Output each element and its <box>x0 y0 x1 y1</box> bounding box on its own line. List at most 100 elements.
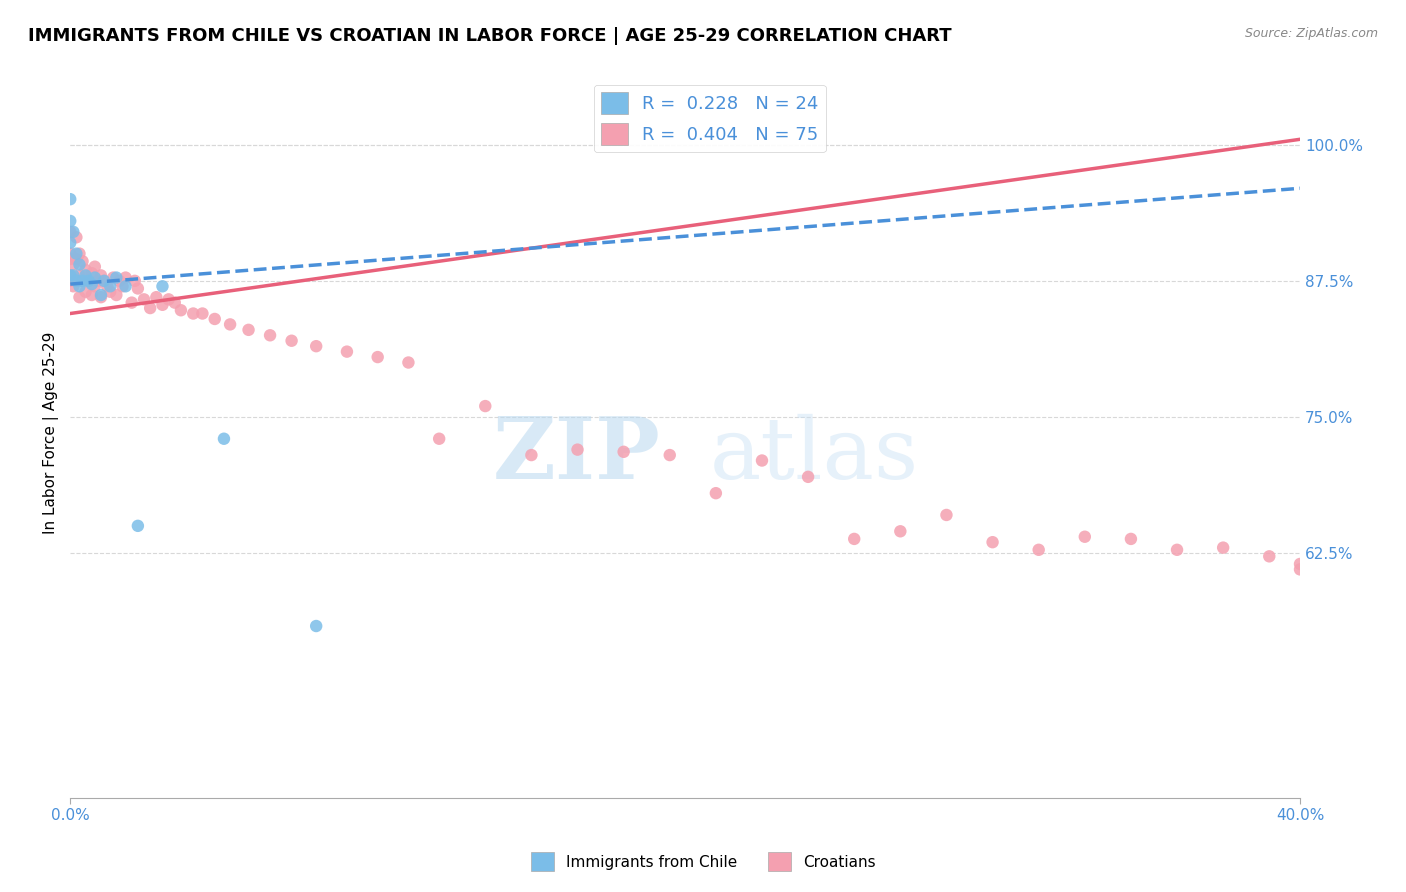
Point <box>114 279 136 293</box>
Point <box>59 274 82 288</box>
Point <box>704 486 727 500</box>
Y-axis label: In Labor Force | Age 25-29: In Labor Force | Age 25-29 <box>44 332 59 534</box>
Point <box>367 350 389 364</box>
Point <box>751 453 773 467</box>
Text: Source: ZipAtlas.com: Source: ZipAtlas.com <box>1244 27 1378 40</box>
Point <box>1289 557 1312 571</box>
Point <box>157 293 180 307</box>
Legend: R =  0.228   N = 24, R =  0.404   N = 75: R = 0.228 N = 24, R = 0.404 N = 75 <box>593 85 825 153</box>
Point <box>72 254 94 268</box>
Point <box>65 230 87 244</box>
Point <box>170 303 193 318</box>
Point <box>132 293 155 307</box>
Point <box>658 448 681 462</box>
Legend: Immigrants from Chile, Croatians: Immigrants from Chile, Croatians <box>524 847 882 877</box>
Point <box>121 295 143 310</box>
Point <box>59 235 82 250</box>
Point <box>59 268 82 283</box>
Point <box>62 268 84 283</box>
Point <box>59 252 82 266</box>
Point <box>72 274 94 288</box>
Point <box>105 270 128 285</box>
Point <box>212 432 235 446</box>
Point <box>59 192 82 206</box>
Text: ZIP: ZIP <box>492 413 661 497</box>
Point <box>181 306 204 320</box>
Point <box>797 470 820 484</box>
Point <box>163 295 186 310</box>
Point <box>69 246 91 260</box>
Point <box>474 399 496 413</box>
Point <box>98 279 121 293</box>
Point <box>145 290 167 304</box>
Point <box>396 355 419 369</box>
Point <box>90 288 112 302</box>
Point <box>72 274 94 288</box>
Point <box>80 277 103 292</box>
Point <box>1258 549 1281 564</box>
Point <box>1212 541 1234 555</box>
Point <box>75 263 97 277</box>
Point <box>108 274 131 288</box>
Point <box>520 448 543 462</box>
Point <box>336 344 359 359</box>
Point <box>59 225 82 239</box>
Point <box>613 445 636 459</box>
Point <box>238 323 260 337</box>
Point <box>69 290 91 304</box>
Point <box>90 268 112 283</box>
Point <box>305 339 328 353</box>
Point <box>139 301 162 315</box>
Point <box>204 312 226 326</box>
Point <box>75 268 97 283</box>
Point <box>93 274 115 288</box>
Point <box>83 279 105 293</box>
Point <box>152 298 174 312</box>
Point <box>65 252 87 266</box>
Point <box>427 432 450 446</box>
Point <box>80 288 103 302</box>
Point <box>219 318 242 332</box>
Point <box>103 270 125 285</box>
Point <box>127 281 149 295</box>
Point <box>1074 530 1097 544</box>
Point <box>935 508 957 522</box>
Point <box>844 532 866 546</box>
Point <box>59 268 82 283</box>
Point <box>105 288 128 302</box>
Point <box>87 274 110 288</box>
Point <box>127 519 149 533</box>
Point <box>305 619 328 633</box>
Point <box>93 274 115 288</box>
Point <box>69 258 91 272</box>
Point <box>62 258 84 272</box>
Point <box>889 524 911 539</box>
Point <box>981 535 1004 549</box>
Point <box>83 260 105 274</box>
Point <box>69 268 91 283</box>
Point <box>1119 532 1142 546</box>
Point <box>77 274 100 288</box>
Point <box>80 266 103 280</box>
Text: atlas: atlas <box>710 414 920 497</box>
Point <box>65 246 87 260</box>
Point <box>62 225 84 239</box>
Point <box>75 285 97 299</box>
Point <box>65 274 87 288</box>
Point <box>90 290 112 304</box>
Point <box>280 334 302 348</box>
Point <box>62 279 84 293</box>
Text: IMMIGRANTS FROM CHILE VS CROATIAN IN LABOR FORCE | AGE 25-29 CORRELATION CHART: IMMIGRANTS FROM CHILE VS CROATIAN IN LAB… <box>28 27 952 45</box>
Point <box>69 279 91 293</box>
Point <box>77 274 100 288</box>
Point <box>124 274 146 288</box>
Point <box>96 279 118 293</box>
Point <box>191 306 214 320</box>
Point <box>65 274 87 288</box>
Point <box>259 328 281 343</box>
Point <box>98 285 121 299</box>
Point <box>1028 542 1050 557</box>
Point <box>1166 542 1188 557</box>
Point <box>1289 562 1312 576</box>
Point <box>59 214 82 228</box>
